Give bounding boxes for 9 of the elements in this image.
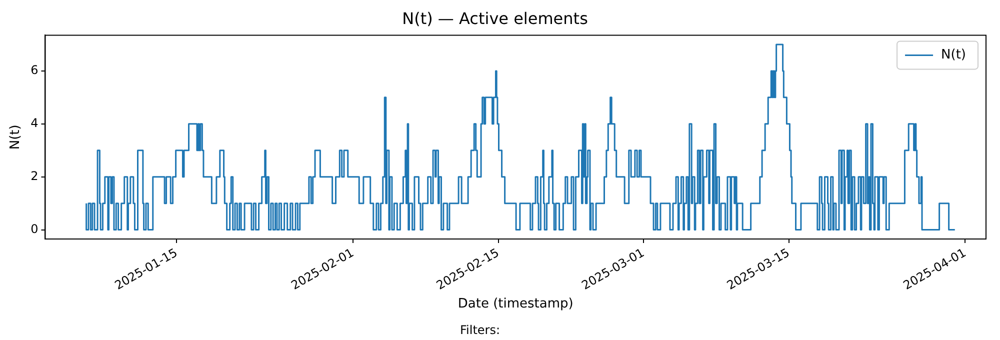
legend-label: N(t) bbox=[941, 48, 966, 63]
y-tick-label: 2 bbox=[30, 168, 38, 183]
y-tick-label: 4 bbox=[30, 116, 38, 130]
text: Filters: bbox=[460, 323, 500, 338]
y-tick-label: 6 bbox=[30, 63, 38, 78]
x-axis-title: Date (timestamp) bbox=[458, 296, 574, 312]
chart-title: N(t) — Active elements bbox=[402, 8, 588, 28]
y-tick-label: 0 bbox=[30, 222, 38, 236]
y-axis-title: N(t) bbox=[8, 124, 24, 150]
